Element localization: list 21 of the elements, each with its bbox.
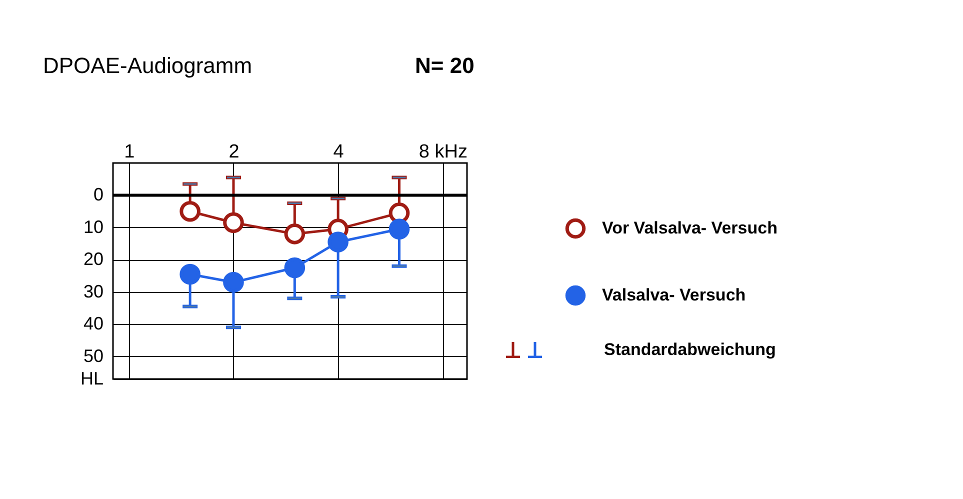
x-tick-label: 4 xyxy=(333,142,344,162)
text: Standardabweichung xyxy=(604,340,776,360)
y-tick-label: 10 xyxy=(83,216,104,237)
chart-title: DPOAE-Audiogramm xyxy=(43,53,252,79)
point xyxy=(180,200,200,222)
point xyxy=(284,224,306,244)
y-tick-label: 30 xyxy=(83,281,104,302)
y-tick-label: 20 xyxy=(83,249,104,270)
x-tick-label: 8 kHz xyxy=(418,142,468,162)
y-tick-label: 0 xyxy=(93,184,104,205)
legend-label: Vor Valsalva- Versuch xyxy=(602,218,778,238)
point xyxy=(388,218,410,240)
y-tick-label: HL xyxy=(80,368,104,388)
legend-label: Valsalva- Versuch xyxy=(602,286,746,304)
x-tick-label: 1 xyxy=(124,142,135,162)
y-tick-label: 40 xyxy=(83,314,104,334)
point xyxy=(180,264,200,285)
point xyxy=(284,257,306,278)
y-tick-label: 50 xyxy=(83,346,104,366)
chart-subtitle: N= 20 xyxy=(415,53,474,79)
x-tick-label: 2 xyxy=(228,142,240,162)
